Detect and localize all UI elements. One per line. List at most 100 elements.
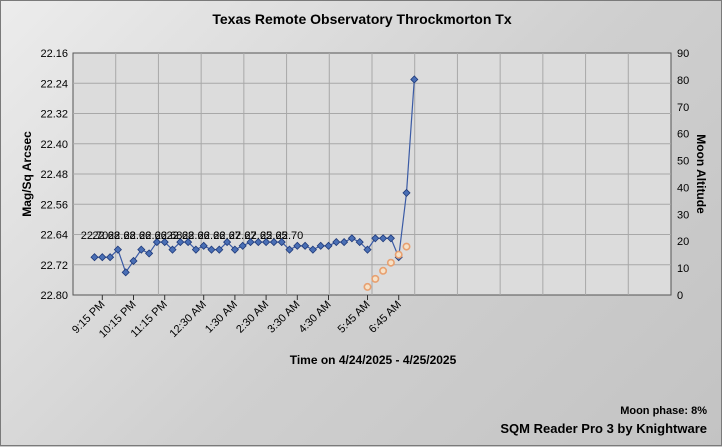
- x-tick-label: 5:45 AM: [336, 299, 373, 336]
- y-tick-label: 22.64: [40, 230, 68, 242]
- chart-title: Texas Remote Observatory Throckmorton Tx: [212, 11, 511, 27]
- y2-axis-title: Moon Altitude: [694, 134, 708, 214]
- credit-text: SQM Reader Pro 3 by Knightware: [500, 421, 707, 436]
- y-tick-label: 22.32: [40, 109, 68, 121]
- sqm-point: [285, 245, 294, 254]
- sqm-point: [402, 188, 411, 197]
- sqm-point: [262, 237, 271, 247]
- moon-point: [402, 242, 411, 251]
- sqm-point: [386, 234, 395, 243]
- sqm-point: [301, 241, 310, 250]
- sqm-point: [215, 245, 224, 254]
- sqm-point: [145, 249, 154, 258]
- sqm-point: [106, 253, 115, 262]
- y2-tick-label: 60: [677, 129, 689, 141]
- sqm-point: [238, 241, 247, 250]
- sqm-point: [293, 241, 302, 250]
- sqm-point: [332, 237, 341, 247]
- sqm-point: [191, 245, 200, 254]
- sqm-point: [184, 237, 193, 247]
- sqm-point: [410, 75, 419, 84]
- sqm-point: [199, 241, 208, 250]
- data-label: 22.65: [245, 230, 273, 242]
- y2-tick-label: 50: [677, 156, 689, 168]
- data-label: 22.68: [108, 230, 136, 242]
- y-tick-label: 22.40: [40, 139, 68, 151]
- data-points: [90, 75, 419, 291]
- moon-point: [394, 250, 403, 259]
- moon-point: [371, 274, 380, 283]
- sqm-point: [254, 237, 263, 247]
- sqm-point: [277, 237, 286, 247]
- x-tick-label: 3:30 AM: [265, 299, 302, 336]
- sqm-point: [371, 234, 380, 243]
- sqm-point: [347, 234, 356, 243]
- y-tick-label: 22.80: [40, 290, 68, 302]
- y2-tick-label: 0: [677, 290, 683, 302]
- x-axis-title: Time on 4/24/2025 - 4/25/2025: [290, 353, 457, 367]
- sqm-point: [121, 268, 130, 277]
- y2-tick-label: 10: [677, 263, 689, 275]
- sqm-point: [129, 256, 138, 266]
- sqm-point: [223, 237, 232, 247]
- sqm-point: [355, 237, 364, 247]
- moon-point: [386, 258, 395, 267]
- sqm-point: [207, 245, 216, 254]
- data-label: 22.67: [213, 230, 241, 242]
- data-label: 22.67: [229, 230, 257, 242]
- y-tick-label: 22.24: [40, 78, 68, 90]
- sqm-point: [308, 245, 317, 254]
- y-axis-right-ticks: 0 10 20 30 40 50 60 70 80 90: [677, 48, 689, 302]
- data-label: 22.70: [276, 230, 304, 242]
- sqm-point: [246, 237, 255, 247]
- x-tick-label: 4:30 AM: [297, 299, 334, 336]
- y-tick-label: 22.16: [40, 48, 68, 60]
- data-label: 22.70: [81, 230, 109, 242]
- data-labels: 22.7022.6822.6822.6622.6622.6822.6822.66…: [81, 230, 304, 242]
- sqm-point: [137, 245, 146, 254]
- sqm-point: [113, 245, 122, 254]
- sqm-point: [168, 245, 177, 254]
- sqm-point: [363, 245, 372, 254]
- y-tick-label: 22.72: [40, 260, 68, 272]
- y2-tick-label: 80: [677, 75, 689, 87]
- data-label: 22.65: [260, 230, 288, 242]
- moon-phase-text: Moon phase: 8%: [620, 405, 707, 417]
- sqm-point: [379, 234, 388, 243]
- sqm-point: [90, 253, 99, 262]
- data-label: 22.66: [124, 230, 152, 242]
- x-tick-label: 1:30 AM: [203, 299, 240, 336]
- y2-tick-label: 70: [677, 102, 689, 114]
- sqm-point: [98, 253, 107, 262]
- data-label: 22.66: [198, 230, 226, 242]
- data-label: 22.66: [182, 230, 210, 242]
- sqm-point: [269, 237, 278, 247]
- data-label: 22.68: [155, 230, 183, 242]
- sqm-point: [316, 241, 325, 250]
- data-label: 22.68: [92, 230, 120, 242]
- y2-tick-label: 90: [677, 48, 689, 60]
- y-axis-title: Mag/Sq Arcsec: [20, 131, 34, 217]
- x-tick-label: 6:45 AM: [367, 299, 404, 336]
- y2-tick-label: 20: [677, 236, 689, 248]
- y-tick-label: 22.56: [40, 199, 68, 211]
- y-tick-label: 22.48: [40, 169, 68, 181]
- y-axis-left-ticks: 22.16 22.24 22.32 22.40 22.48 22.56 22.64 22.72…: [40, 48, 68, 302]
- sqm-point: [160, 237, 169, 247]
- x-tick-label: 12:30 AM: [167, 299, 208, 340]
- data-label: 22.66: [139, 230, 167, 242]
- sqm-point: [324, 241, 333, 250]
- y2-tick-label: 30: [677, 209, 689, 221]
- moon-point: [363, 282, 372, 291]
- sqm-point: [340, 237, 349, 247]
- grid-lines: [73, 53, 671, 295]
- sqm-point: [230, 245, 239, 254]
- sqm-point: [176, 237, 185, 247]
- moon-point: [379, 266, 388, 275]
- x-tick-label: 2:30 AM: [234, 299, 271, 336]
- y2-tick-label: 40: [677, 182, 689, 194]
- data-label: 22.68: [167, 230, 195, 242]
